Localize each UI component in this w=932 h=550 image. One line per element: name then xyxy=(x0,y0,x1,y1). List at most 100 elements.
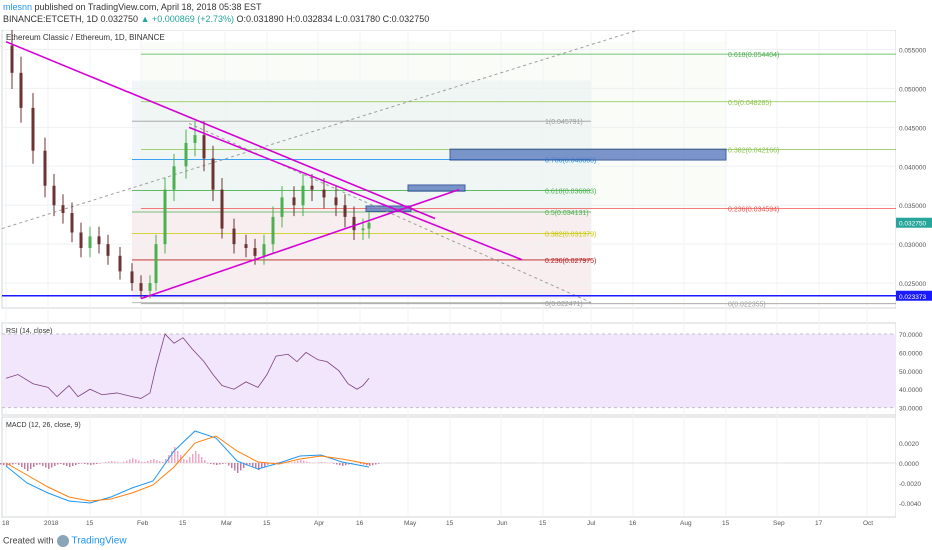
fib-level-label: 0.236(0.027975) xyxy=(545,258,596,265)
candle-body xyxy=(334,197,338,206)
macd-histogram-bar xyxy=(75,463,77,465)
tradingview-brand[interactable]: TradingView xyxy=(71,535,127,547)
macd-histogram-bar xyxy=(108,461,110,463)
chart-canvas[interactable]: 0.618(0.054404) 0.5(0.048285) 1(0.045791) 0… xyxy=(0,30,932,530)
macd-histogram-bar xyxy=(126,460,128,463)
symbol-info: BINANCE:ETCETH, 1D 0.032750 ▲ +0.000869 … xyxy=(3,14,429,24)
macd-histogram-bar xyxy=(123,461,125,463)
macd-histogram-bar xyxy=(66,463,68,466)
candle-body xyxy=(343,205,347,217)
fib-level-label: 0.382(0.042166) xyxy=(728,147,779,154)
macd-histogram-bar xyxy=(141,461,143,463)
time-tick-label: Jun xyxy=(497,520,508,527)
macd-histogram-bar xyxy=(69,463,71,467)
macd-histogram-bar xyxy=(42,463,44,466)
price-tick-label: 0.055000 xyxy=(899,47,926,54)
macd-histogram-bar xyxy=(342,463,344,466)
candle-body xyxy=(61,205,65,213)
candle-body xyxy=(367,222,371,229)
macd-histogram-bar xyxy=(132,458,134,463)
macd-histogram-bar xyxy=(174,447,176,463)
macd-histogram-bar xyxy=(135,459,137,463)
fib-level-label: 0.5(0.034131) xyxy=(545,210,589,217)
fib-lower-area xyxy=(132,209,591,299)
candle-body xyxy=(163,189,167,245)
macd-histogram-bar xyxy=(249,463,251,465)
macd-histogram-bar xyxy=(327,462,329,463)
macd-histogram-bar xyxy=(39,463,41,465)
macd-histogram-bar xyxy=(375,463,377,465)
macd-histogram-bar xyxy=(159,461,161,463)
footer: Created with TradingView xyxy=(0,530,932,550)
macd-histogram-bar xyxy=(33,463,35,467)
rsi-band xyxy=(2,334,896,408)
candle-body xyxy=(193,135,197,143)
macd-histogram-bar xyxy=(6,463,8,466)
candle-body xyxy=(154,244,158,284)
candle-body xyxy=(10,45,14,73)
macd-tick-label: -0.0020 xyxy=(899,481,921,488)
macd-histogram-bar xyxy=(201,457,203,463)
macd-histogram-bar xyxy=(198,454,200,463)
time-tick-label: Mar xyxy=(221,520,233,527)
symbol-prefix: BINANCE:ETCETH, 1D 0.032750 xyxy=(3,14,141,24)
macd-histogram-bar xyxy=(324,462,326,463)
time-tick-label: Apr xyxy=(314,520,325,527)
macd-histogram-bar xyxy=(186,460,188,463)
candle-body xyxy=(310,185,314,190)
macd-histogram-bar xyxy=(216,463,218,465)
macd-histogram-bar xyxy=(3,463,5,466)
macd-histogram-bar xyxy=(195,451,197,463)
candle-body xyxy=(52,185,56,206)
time-tick-label: May xyxy=(404,520,417,527)
time-tick-label: 16 xyxy=(356,520,364,527)
macd-histogram-bar xyxy=(315,462,317,463)
macd-histogram-bar xyxy=(99,463,101,464)
macd-pane[interactable] xyxy=(1,416,897,518)
macd-histogram-bar xyxy=(30,463,32,469)
macd-histogram-bar xyxy=(102,462,104,463)
candle-body xyxy=(292,197,296,206)
candle-body xyxy=(19,72,23,108)
macd-histogram-bar xyxy=(234,463,236,471)
baseline-price-label: 0.023373 xyxy=(899,294,926,301)
macd-histogram-bar xyxy=(93,463,95,465)
candle-body xyxy=(172,166,176,190)
macd-histogram-bar xyxy=(255,463,257,469)
candle-body xyxy=(106,244,110,256)
macd-histogram-bar xyxy=(183,459,185,463)
author-link[interactable]: mlesnn xyxy=(3,2,33,12)
candle-body xyxy=(118,255,122,272)
macd-histogram-bar xyxy=(309,462,311,463)
time-tick-label: Sep xyxy=(773,520,785,527)
candle-body xyxy=(211,158,215,190)
macd-histogram-bar xyxy=(291,462,293,463)
time-tick-label: 15 xyxy=(722,520,730,527)
macd-histogram-bar xyxy=(90,463,92,465)
rsi-tick-label: 50.0000 xyxy=(899,369,923,376)
candle-body xyxy=(253,248,257,256)
candle-body xyxy=(97,236,101,245)
candle-body xyxy=(301,185,305,206)
rsi-tick-label: 70.0000 xyxy=(899,332,923,339)
time-tick-label: 15 xyxy=(179,520,187,527)
fib-level-label: 0.5(0.048285) xyxy=(728,100,772,107)
trendline xyxy=(140,188,460,300)
macd-histogram-bar xyxy=(45,463,47,468)
macd-histogram-bar xyxy=(228,463,230,466)
time-tick-label: 15 xyxy=(539,520,547,527)
macd-histogram-bar xyxy=(87,463,89,465)
macd-histogram-bar xyxy=(129,459,131,463)
macd-tick-label: -0.0040 xyxy=(899,501,921,508)
macd-histogram-bar xyxy=(177,451,179,463)
fib-level-label: 0.786(0.040860) xyxy=(545,158,596,165)
macd-histogram-bar xyxy=(312,462,314,464)
macd-histogram-bar xyxy=(162,462,164,463)
macd-histogram-bar xyxy=(210,463,212,464)
macd-histogram-bar xyxy=(36,463,38,465)
candle-body xyxy=(220,189,224,229)
macd-histogram-bar xyxy=(330,462,332,464)
macd-histogram-bar xyxy=(297,460,299,463)
price-axis-bg xyxy=(896,30,932,517)
macd-histogram-bar xyxy=(147,461,149,463)
